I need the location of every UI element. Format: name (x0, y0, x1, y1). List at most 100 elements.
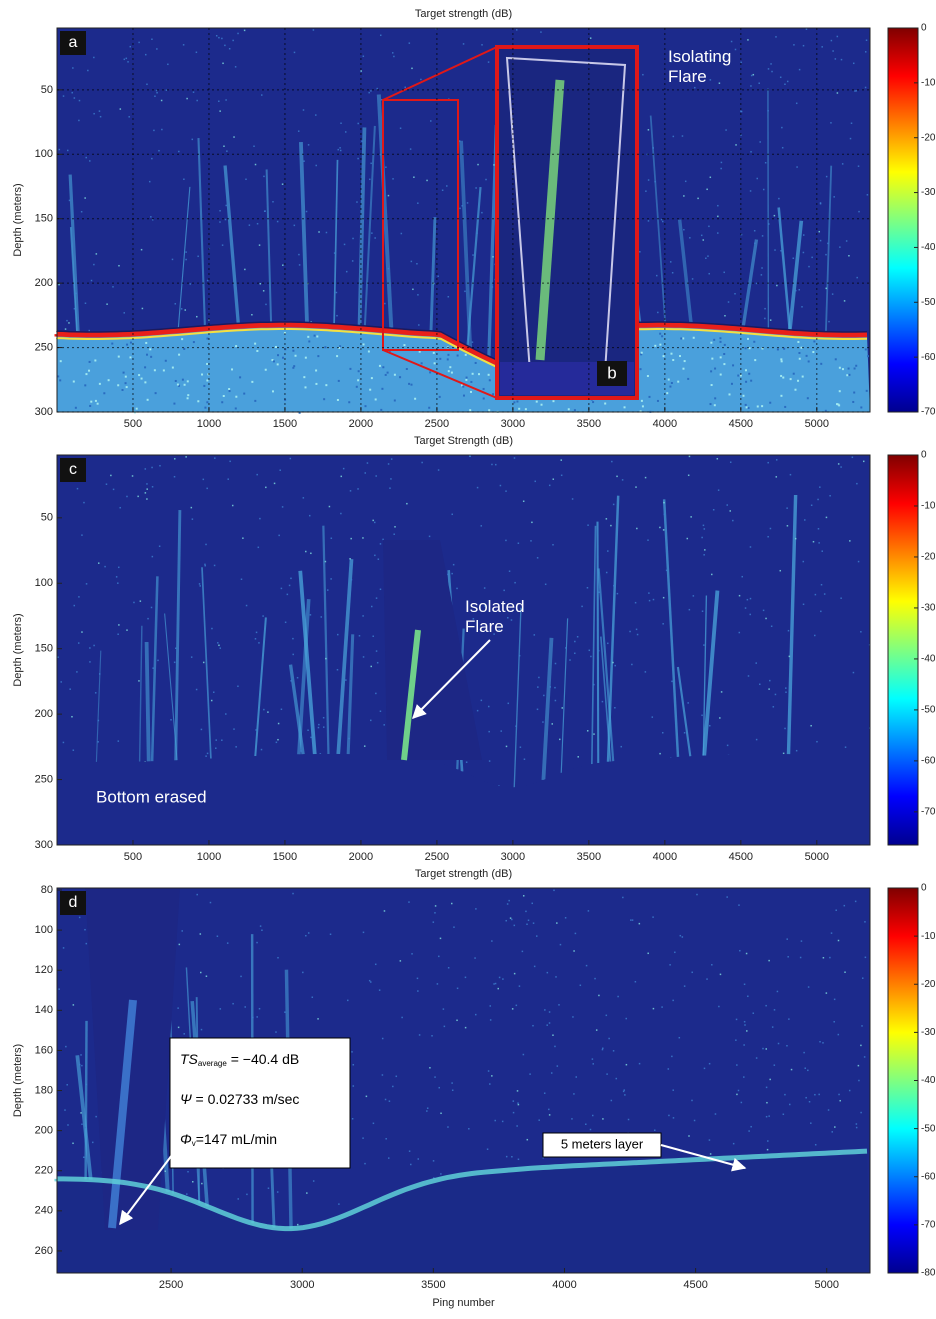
seabed-speckle (836, 403, 838, 405)
y-tick-label: 140 (35, 1004, 53, 1016)
y-tick-label: 200 (35, 277, 53, 289)
speckle (330, 578, 332, 580)
speckle (510, 917, 512, 919)
speckle (357, 488, 359, 490)
panel-label: d (69, 894, 78, 911)
speckle (527, 1139, 529, 1141)
seabed-speckle (839, 390, 841, 392)
speckle (118, 624, 120, 626)
speckle (775, 694, 777, 696)
speckle (464, 291, 466, 293)
speckle (265, 487, 267, 489)
seabed-speckle (99, 383, 101, 385)
speckle (128, 116, 130, 118)
speckle (63, 947, 65, 949)
speckle (411, 68, 413, 70)
seabed-speckle (178, 354, 180, 356)
seabed-speckle (358, 370, 360, 372)
y-tick-label: 250 (35, 341, 53, 353)
speckle (844, 300, 846, 302)
speckle (767, 110, 769, 112)
speckle (84, 197, 86, 199)
seabed-speckle (379, 365, 381, 367)
speckle (553, 478, 555, 480)
seabed-speckle (470, 381, 472, 383)
seabed-speckle (492, 393, 494, 395)
colorbar-tick-label: 0 (921, 883, 927, 894)
speckle (374, 237, 376, 239)
speckle (837, 36, 839, 38)
speckle (784, 84, 786, 86)
speckle (830, 122, 832, 124)
speckle (864, 1056, 866, 1058)
seabed-speckle (806, 355, 808, 357)
speckle (855, 901, 857, 903)
stats-text: = 0.02733 m/sec (192, 1091, 300, 1107)
speckle (439, 1087, 441, 1089)
speckle (174, 458, 176, 460)
speckle (858, 1080, 860, 1082)
speckle (744, 1024, 746, 1026)
seabed-speckle (684, 360, 686, 362)
speckle (199, 583, 201, 585)
speckle (421, 462, 423, 464)
speckle (472, 341, 474, 343)
speckle (400, 127, 402, 128)
speckle (569, 659, 571, 661)
speckle (219, 210, 221, 212)
speckle (249, 224, 251, 226)
speckle (710, 79, 712, 81)
seabed-speckle (659, 333, 661, 335)
seabed-speckle (693, 337, 695, 339)
speckle (673, 136, 675, 138)
speckle (764, 318, 766, 320)
speckle (537, 709, 539, 711)
speckle (83, 502, 85, 504)
colorbar-tick-label: -60 (921, 352, 936, 363)
speckle (242, 537, 244, 539)
seabed-speckle (866, 390, 868, 392)
speckle (224, 45, 226, 47)
speckle (252, 1017, 254, 1019)
speckle (363, 932, 365, 934)
speckle (418, 324, 420, 326)
speckle (276, 742, 278, 744)
speckle (409, 42, 411, 44)
speckle (713, 509, 715, 511)
seabed-speckle (145, 342, 147, 344)
speckle (560, 944, 562, 946)
seabed-speckle (848, 374, 850, 376)
speckle (606, 572, 608, 574)
speckle (413, 176, 415, 178)
speckle (838, 1034, 840, 1036)
seabed-speckle (324, 346, 326, 348)
seabed-speckle (429, 371, 431, 373)
speckle (465, 977, 467, 979)
speckle (656, 275, 658, 277)
speckle (337, 634, 339, 636)
speckle (170, 719, 172, 721)
speckle (463, 43, 465, 45)
speckle (776, 285, 778, 287)
speckle (434, 1076, 436, 1078)
speckle (720, 168, 722, 170)
speckle (426, 1110, 428, 1112)
speckle (308, 932, 310, 934)
speckle (491, 1075, 493, 1077)
seabed-speckle (732, 364, 734, 366)
speckle (614, 665, 616, 667)
colorbar-tick-label: -40 (921, 1075, 936, 1086)
speckle (522, 951, 524, 953)
speckle (652, 916, 654, 918)
speckle (860, 631, 862, 633)
speckle (73, 1004, 75, 1006)
seabed-speckle (748, 373, 750, 375)
speckle (217, 936, 219, 938)
speckle (683, 229, 685, 231)
seabed-speckle (798, 352, 800, 354)
x-tick-label: 1000 (197, 851, 221, 863)
speckle (837, 92, 839, 94)
seabed-speckle (641, 352, 643, 354)
speckle (278, 723, 280, 725)
